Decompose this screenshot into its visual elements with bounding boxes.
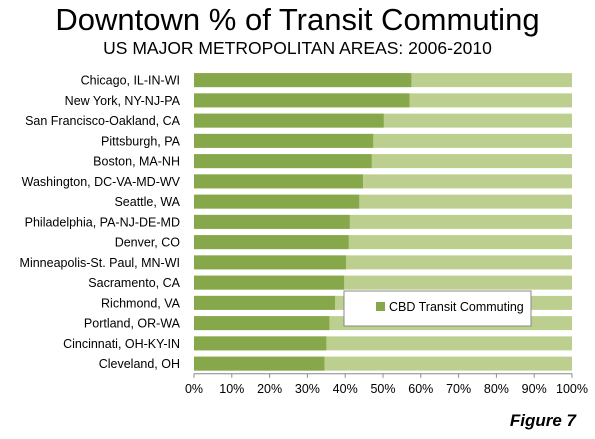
- x-tick-label: 80%: [484, 382, 509, 396]
- bar-value: [194, 154, 372, 169]
- chart-title: Downtown % of Transit Commuting: [55, 2, 540, 37]
- category-label: San Francisco-Oakland, CA: [25, 114, 181, 128]
- category-label: Philadelphia, PA-NJ-DE-MD: [25, 215, 180, 229]
- bar-value: [194, 93, 410, 108]
- category-label: Sacramento, CA: [88, 276, 180, 290]
- x-tick-label: 10%: [219, 382, 244, 396]
- category-label: Richmond, VA: [101, 296, 181, 310]
- category-label: Boston, MA-NH: [93, 155, 180, 169]
- bar-value: [194, 214, 350, 229]
- chart-subtitle: US MAJOR METROPOLITAN AREAS: 2006-2010: [103, 38, 492, 58]
- legend-swatch: [376, 302, 385, 311]
- category-label: New York, NY-NJ-PA: [65, 94, 181, 108]
- x-tick-label: 70%: [446, 382, 471, 396]
- category-label: Chicago, IL-IN-WI: [81, 74, 180, 88]
- bar-value: [194, 174, 363, 189]
- bar-value: [194, 336, 327, 351]
- x-tick-label: 30%: [295, 382, 320, 396]
- bar-value: [194, 255, 346, 270]
- bar-value: [194, 275, 345, 290]
- bar-value: [194, 133, 374, 148]
- category-labels: Chicago, IL-IN-WI New York, NY-NJ-PA San F…: [20, 74, 181, 372]
- bar-value: [194, 356, 325, 371]
- category-label: Cincinnati, OH-KY-IN: [63, 337, 180, 351]
- x-tick-label: 40%: [333, 382, 358, 396]
- legend-label: CBD Transit Commuting: [389, 300, 524, 314]
- category-label: Cleveland, OH: [99, 357, 180, 371]
- category-label: Minneapolis-St. Paul, MN-WI: [20, 256, 180, 270]
- category-label: Seattle, WA: [114, 195, 180, 209]
- category-label: Denver, CO: [115, 236, 181, 250]
- category-label: Portland, OR-WA: [84, 317, 181, 331]
- bar-value: [194, 73, 412, 88]
- bar-value: [194, 316, 330, 331]
- bar-value: [194, 194, 360, 209]
- x-axis: 0% 10% 20% 30% 40% 50% 60% 70% 80% 90% 100%: [185, 373, 588, 396]
- category-label: Washington, DC-VA-MD-WV: [22, 175, 181, 189]
- x-tick-label: 0%: [185, 382, 203, 396]
- bar-value: [194, 113, 384, 128]
- x-tick-label: 50%: [370, 382, 395, 396]
- bar-value: [194, 295, 335, 310]
- x-tick-label: 60%: [408, 382, 433, 396]
- x-tick-label: 90%: [522, 382, 547, 396]
- category-label: Pittsburgh, PA: [101, 134, 181, 148]
- legend-box: [343, 290, 532, 327]
- bar-value: [194, 235, 349, 250]
- figure-label: Figure 7: [509, 411, 576, 430]
- x-tick-label: 20%: [257, 382, 282, 396]
- legend: CBD Transit Commuting: [343, 290, 532, 327]
- x-tick-label: 100%: [556, 382, 588, 396]
